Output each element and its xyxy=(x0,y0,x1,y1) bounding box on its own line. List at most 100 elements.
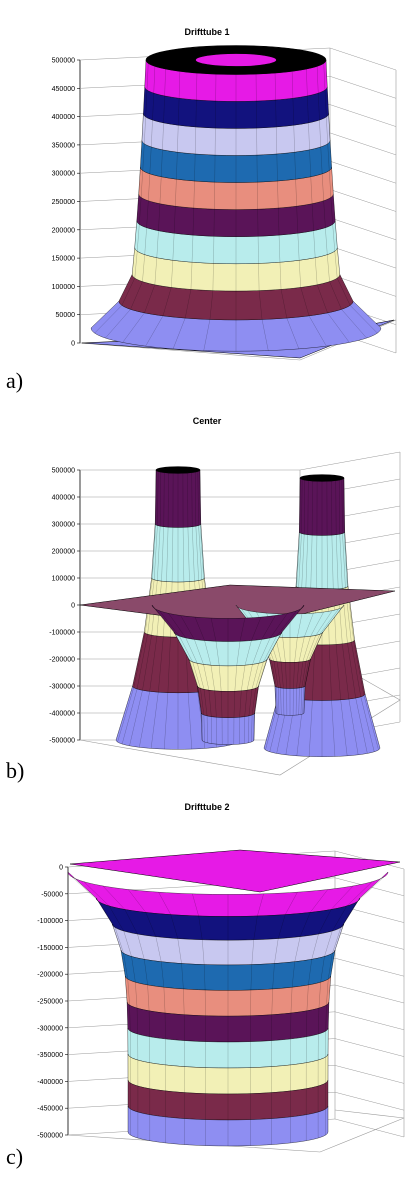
chart-title: Drifttube 1 xyxy=(184,27,230,37)
z-tick-label: 50000 xyxy=(56,312,76,319)
mesh-line xyxy=(183,988,185,1015)
mesh-line xyxy=(325,1005,327,1032)
mesh-line xyxy=(166,527,169,582)
panel-label: b) xyxy=(6,758,25,783)
mesh-line xyxy=(305,635,316,662)
mesh-line xyxy=(136,634,148,689)
mesh-line xyxy=(298,260,301,288)
mesh-line xyxy=(326,535,328,590)
mesh-line xyxy=(135,982,138,1009)
mesh-line xyxy=(148,1010,150,1037)
mesh-line xyxy=(285,892,298,915)
z-tick-label: -400000 xyxy=(37,1079,63,1086)
mesh-line xyxy=(323,200,326,228)
mesh-line xyxy=(194,639,204,665)
chart-panel-c: Drifttube 2 0 -50000 -100000 -150000 -200000… xyxy=(0,792,414,1182)
mesh-line xyxy=(195,99,197,127)
mesh-line xyxy=(275,686,277,714)
mesh-line xyxy=(335,644,341,700)
gridline xyxy=(299,451,401,471)
mesh-line xyxy=(203,664,210,691)
mesh-line xyxy=(278,235,281,263)
mesh-line xyxy=(162,122,164,150)
mesh-line xyxy=(341,309,367,339)
mesh-line xyxy=(303,660,309,688)
mesh-line xyxy=(290,987,293,1014)
mesh-line xyxy=(163,472,165,527)
mesh-line xyxy=(307,95,309,123)
mesh-line xyxy=(164,68,166,96)
mesh-line xyxy=(244,690,248,717)
mesh-line xyxy=(201,714,203,742)
mesh-line xyxy=(258,290,263,320)
mesh-line xyxy=(196,72,198,100)
z-tick-label: 400000 xyxy=(52,114,75,121)
mesh-line xyxy=(312,644,315,701)
mesh-line xyxy=(311,203,314,231)
z-tick-label: -350000 xyxy=(37,1052,63,1059)
mesh-line xyxy=(157,471,159,526)
gridline xyxy=(334,957,405,977)
mesh-line xyxy=(234,665,237,692)
mesh-line xyxy=(192,208,194,236)
mesh-line xyxy=(337,278,351,306)
gridline xyxy=(334,1118,405,1138)
surface-rim xyxy=(69,849,401,893)
mesh-line xyxy=(144,284,156,313)
mesh-line xyxy=(159,176,162,204)
mesh-line xyxy=(257,893,264,917)
mesh-line xyxy=(99,902,116,928)
mesh-line xyxy=(175,634,190,661)
mesh-line xyxy=(309,149,311,177)
surface-cap xyxy=(299,474,345,482)
surface-band xyxy=(127,1105,329,1147)
mesh-line xyxy=(172,233,175,261)
mesh-line xyxy=(315,610,333,636)
mesh-line xyxy=(297,613,303,638)
mesh-line xyxy=(324,930,333,957)
mesh-line xyxy=(153,525,158,580)
mesh-line xyxy=(181,963,184,989)
mesh-line xyxy=(149,635,158,692)
mesh-line xyxy=(150,692,159,749)
mesh-line xyxy=(158,636,164,693)
mesh-line xyxy=(195,472,197,527)
mesh-line xyxy=(302,687,304,715)
mesh-line xyxy=(248,689,253,716)
mesh-line xyxy=(193,180,195,209)
mesh-line xyxy=(233,691,236,718)
surface-cap-hole xyxy=(195,53,277,67)
mesh-line xyxy=(151,120,153,147)
mesh-line xyxy=(208,690,212,717)
mesh-line xyxy=(300,687,302,715)
mesh-line xyxy=(296,206,299,234)
mesh-line xyxy=(109,905,124,932)
mesh-line xyxy=(332,224,335,252)
mesh-line xyxy=(192,526,195,582)
mesh-line xyxy=(277,180,279,209)
mesh-line xyxy=(273,661,279,688)
mesh-line xyxy=(274,72,276,100)
mesh-line xyxy=(350,305,378,334)
gridline xyxy=(329,217,397,241)
mesh-line xyxy=(326,116,328,144)
mesh-line xyxy=(102,885,126,910)
mesh-line xyxy=(202,939,205,965)
mesh-line xyxy=(258,263,260,291)
z-tick-label: 0 xyxy=(59,865,63,872)
mesh-line xyxy=(360,696,375,752)
mesh-line xyxy=(308,700,313,757)
mesh-line xyxy=(304,613,314,638)
mesh-line xyxy=(194,153,196,181)
mesh-line xyxy=(296,532,301,587)
mesh-line xyxy=(299,478,301,533)
mesh-line xyxy=(347,643,356,699)
mesh-line xyxy=(142,635,152,691)
z-tick-label: -200000 xyxy=(49,657,75,664)
mesh-line xyxy=(280,607,303,635)
mesh-line xyxy=(309,633,323,660)
gridline xyxy=(334,984,405,1004)
mesh-line xyxy=(342,643,350,700)
z-tick-label: -300000 xyxy=(37,1025,63,1032)
surface-well-left xyxy=(151,604,305,745)
